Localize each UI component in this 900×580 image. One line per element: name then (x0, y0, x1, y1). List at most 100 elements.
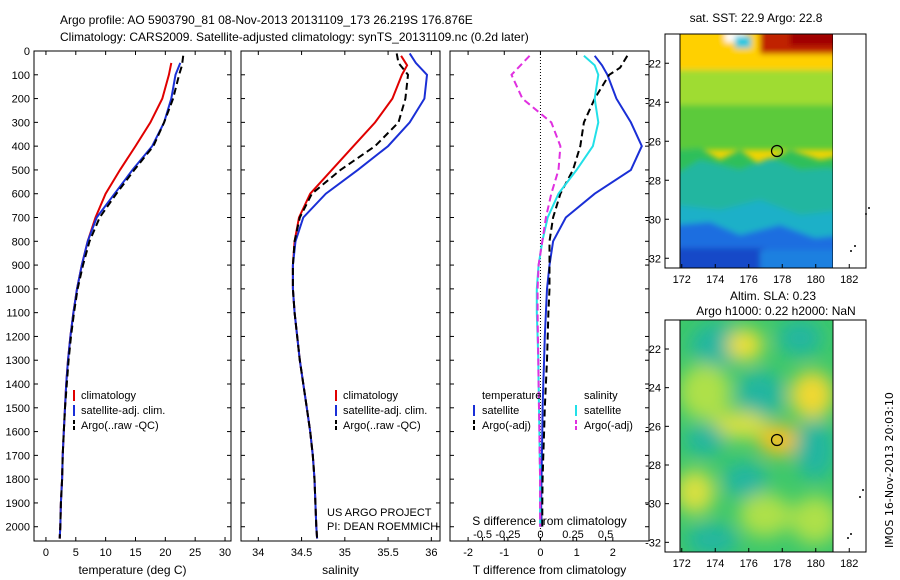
header-line2: Climatology: CARS2009. Satellite-adjuste… (60, 30, 529, 44)
profile-panel-2: 34 34.5 35 35.5 36 salinity climatology satelli… (240, 50, 441, 577)
map-x-tick-label: 174 (706, 274, 724, 286)
legend-label: climatology (81, 390, 137, 402)
x-tick-label: 36 (425, 547, 437, 559)
s-tick-label: 0.5 (598, 529, 613, 541)
map-x-tick-label: 178 (773, 558, 791, 570)
y-tick-label: 1100 (6, 308, 30, 320)
sla-axes: 172 174 176 178 180 182 -22 -24 -26 -28 -30 -32 (645, 319, 867, 570)
map-y-tick-label: -24 (645, 97, 661, 109)
map-y-tick-label: -22 (645, 344, 661, 356)
x-axis-label: temperature (deg C) (78, 563, 186, 577)
map-y-tick-label: -28 (645, 460, 661, 472)
y-tick-label: 1500 (6, 403, 30, 415)
legend-label: Argo(..raw -QC) (343, 420, 421, 432)
credits-line1: US ARGO PROJECT (327, 507, 432, 519)
legend-title: temperature (482, 390, 541, 402)
y-tick-label: 800 (12, 236, 30, 248)
x-tick-label: 35 (339, 547, 351, 559)
y-tick-label: 1400 (6, 379, 30, 391)
s-tick-label: 0 (537, 529, 543, 541)
plot-frame (449, 50, 650, 542)
x-tick-label: 35.5 (377, 547, 398, 559)
y-tick-label: 1200 (6, 331, 30, 343)
map-y-tick-label: -26 (645, 421, 661, 433)
y-tick-label: 0 (24, 46, 30, 58)
y-tick-label: 1800 (6, 474, 30, 486)
x-tick-label: 30 (219, 547, 231, 559)
series-line-climatology (291, 55, 409, 539)
y-tick-label: 900 (12, 260, 30, 272)
sst-map: sat. SST: 22.9 Argo: 22.8 (645, 11, 881, 286)
x-axis-label: salinity (322, 563, 359, 577)
y-tick-label: 700 (12, 213, 30, 225)
x-tick-label: 5 (73, 547, 79, 559)
y-tick-label: 1600 (6, 427, 30, 439)
map-x-tick-label: 176 (740, 558, 758, 570)
x-tick-label: 15 (129, 547, 141, 559)
legend-label: satellite-adj. clim. (343, 405, 427, 417)
map-y-tick-label: -28 (645, 175, 661, 187)
x-tick-label: 34.5 (291, 547, 312, 559)
map-x-tick-label: 178 (773, 274, 791, 286)
y-tick-label: 1000 (6, 284, 30, 296)
x-tick-label: -1 (499, 547, 509, 559)
x-tick-label: 0 (43, 547, 49, 559)
legend-label: satellite (584, 405, 621, 417)
x-tick-label: 25 (189, 547, 201, 559)
plot-frame (240, 50, 441, 542)
sla-field (680, 320, 833, 552)
sst-argo-marker (770, 144, 784, 158)
legend-label: Argo(-adj) (482, 420, 531, 432)
credits: US ARGO PROJECT PI: DEAN ROEMMICH (327, 507, 438, 533)
s-tick-label: 0.25 (562, 529, 583, 541)
map-frame (664, 319, 867, 553)
series-line-climatology (58, 62, 173, 539)
s-tick-label: -0.5 (473, 529, 492, 541)
x-tick-label: 10 (100, 547, 112, 559)
y-tick-label: 100 (12, 70, 30, 82)
map-x-tick-label: 172 (673, 274, 691, 286)
sla-map: Altim. SLA: 0.23 Argo h1000: 0.22 h2000:… (645, 289, 867, 570)
sla-map-title: Altim. SLA: 0.23 (730, 289, 816, 303)
map-x-tick-label: 180 (807, 274, 825, 286)
legend-label: satellite-adj. clim. (81, 405, 165, 417)
series-line-satellite (540, 55, 643, 527)
series-line-argo-adj- (541, 55, 629, 527)
y-tick-label: 1300 (6, 355, 30, 367)
map-x-tick-label: 182 (840, 558, 858, 570)
x-tick-label: 20 (159, 547, 171, 559)
profile-panel-3: -2 -1 0 1 2 T difference from climatology S di… (449, 50, 650, 577)
y-tick-label: 2000 (6, 522, 30, 534)
x-axis-label: T difference from climatology (473, 563, 627, 577)
y-tick-label: 500 (12, 165, 30, 177)
x-tick-label: 0 (537, 547, 543, 559)
top-axis-label: S difference from climatology (472, 514, 627, 528)
profile-panel-1: 0100200300400500600700800900100011001200… (6, 46, 232, 577)
map-y-tick-label: -32 (645, 253, 661, 265)
y-tick-label: 1900 (6, 498, 30, 510)
map-y-tick-label: -22 (645, 58, 661, 70)
sst-field (680, 34, 833, 268)
plot-frame (33, 50, 232, 542)
y-tick-label: 300 (12, 117, 30, 129)
map-x-tick-label: 182 (840, 274, 858, 286)
series-line-argo-adj- (510, 55, 562, 527)
series-line-satellite-adj-clim- (58, 62, 182, 539)
map-y-tick-label: -24 (645, 383, 661, 395)
y-tick-label: 600 (12, 189, 30, 201)
credits-line2: PI: DEAN ROEMMICH (327, 521, 438, 533)
legend-title: salinity (584, 390, 618, 402)
map-frame (664, 33, 867, 269)
legend-label: climatology (343, 390, 399, 402)
legend-label: satellite (482, 405, 519, 417)
x-tick-label: 1 (574, 547, 580, 559)
legend-label: Argo(..raw -QC) (81, 420, 159, 432)
sst-map-title: sat. SST: 22.9 Argo: 22.8 (690, 11, 823, 25)
x-tick-label: 34 (252, 547, 264, 559)
map-y-tick-label: -32 (645, 537, 661, 549)
series-line-argo-raw-qc- (291, 53, 410, 539)
x-tick-label: 2 (610, 547, 616, 559)
map-y-tick-label: -30 (645, 214, 661, 226)
map-x-tick-label: 172 (673, 558, 691, 570)
series-line-argo-raw-qc- (58, 55, 185, 539)
